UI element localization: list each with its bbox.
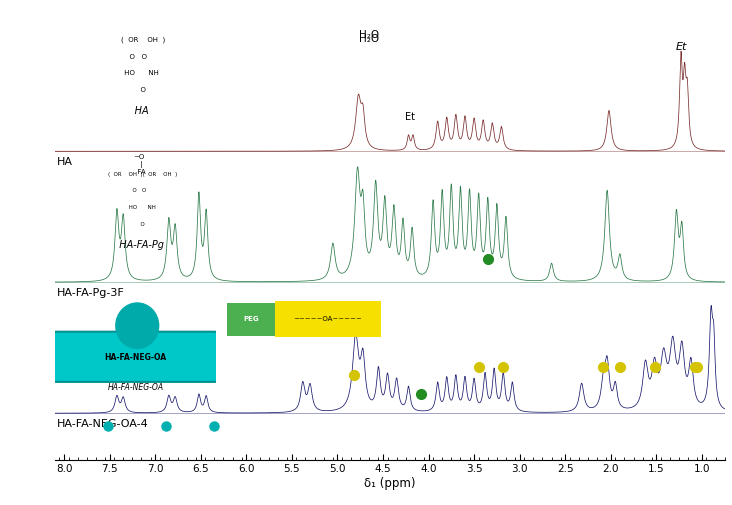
FancyBboxPatch shape xyxy=(269,299,386,339)
Text: Et: Et xyxy=(406,112,415,122)
Text: (  OR    OH  ): ( OR OH ) xyxy=(121,37,165,43)
Text: HA-FA-NEG-OA: HA-FA-NEG-OA xyxy=(105,352,166,362)
Text: O   O: O O xyxy=(129,188,157,193)
Text: (  OR    OH  )(  OR    OH  ): ( OR OH )( OR OH ) xyxy=(108,172,177,177)
Text: HA-FA-Pg-3F: HA-FA-Pg-3F xyxy=(56,288,124,298)
Text: O: O xyxy=(130,222,155,227)
Text: HA-FA-NEG-OA-4: HA-FA-NEG-OA-4 xyxy=(56,419,149,429)
Text: Et: Et xyxy=(676,41,687,52)
FancyBboxPatch shape xyxy=(45,332,225,382)
X-axis label: δ₁ (ppm): δ₁ (ppm) xyxy=(364,477,416,490)
Text: ~~~~~OA~~~~~: ~~~~~OA~~~~~ xyxy=(294,316,362,322)
Text: O: O xyxy=(127,87,159,93)
FancyBboxPatch shape xyxy=(225,301,277,337)
Text: ~O
  |
  FA: ~O | FA xyxy=(132,154,146,175)
Text: HO      NH: HO NH xyxy=(127,205,159,210)
Text: HA: HA xyxy=(119,106,167,116)
Text: HA: HA xyxy=(56,157,72,167)
Text: PEG: PEG xyxy=(243,317,258,322)
Text: HA-FA-NEG-OA: HA-FA-NEG-OA xyxy=(108,383,163,392)
Text: H₂O: H₂O xyxy=(359,33,379,43)
Circle shape xyxy=(116,303,159,348)
Text: H₂O: H₂O xyxy=(359,29,379,39)
Text: O   O: O O xyxy=(125,54,160,60)
Text: HA-FA-Pg: HA-FA-Pg xyxy=(113,240,173,250)
Text: HO      NH: HO NH xyxy=(122,70,163,76)
